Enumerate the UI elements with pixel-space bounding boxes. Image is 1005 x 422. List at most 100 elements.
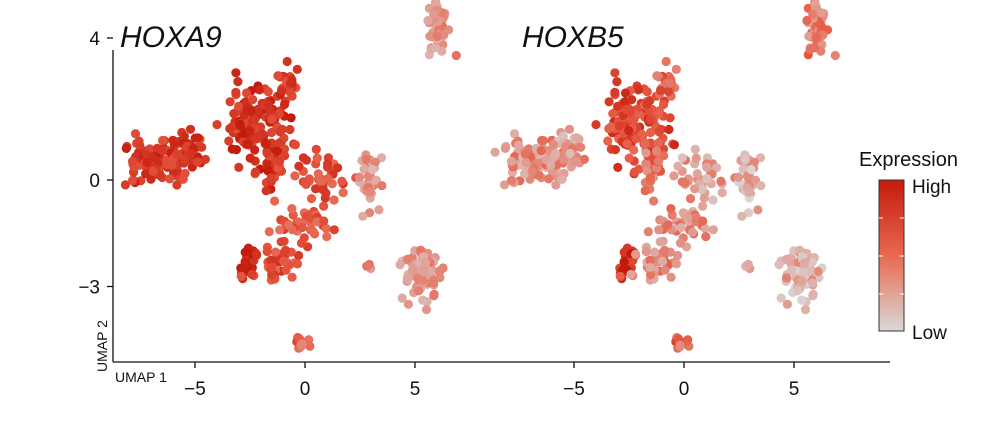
cell-point (591, 120, 601, 130)
cell-point (266, 262, 277, 272)
cell-point (743, 259, 753, 269)
cell-point (662, 220, 673, 230)
cell-point (612, 77, 622, 87)
cell-point (451, 50, 461, 61)
cell-point (536, 146, 546, 156)
cell-point (280, 151, 290, 161)
cell-point (250, 115, 260, 125)
cell-point (323, 174, 333, 184)
cell-point (141, 149, 151, 159)
cell-point (671, 64, 681, 74)
cell-point (830, 50, 840, 61)
cell-point (263, 87, 273, 97)
cell-point (270, 247, 281, 257)
cell-point (264, 227, 274, 237)
cell-point (737, 211, 747, 221)
cell-point (811, 32, 821, 42)
cell-point (641, 158, 651, 168)
cell-point (490, 147, 500, 157)
x-tick-label: 5 (410, 379, 421, 400)
cell-point (333, 163, 343, 173)
cell-point (169, 139, 179, 149)
cell-point (321, 223, 331, 234)
legend-title: Expression (859, 149, 958, 171)
cell-point (365, 187, 375, 197)
cell-point (301, 178, 311, 188)
cell-point (690, 144, 700, 154)
cell-point (666, 272, 676, 282)
cell-point (661, 56, 671, 67)
cell-point (245, 153, 255, 163)
cell-point (157, 146, 167, 156)
cell-point (421, 305, 432, 315)
cell-point (506, 156, 517, 166)
cell-point (127, 156, 138, 166)
cell-point (708, 195, 718, 205)
cell-point (359, 164, 369, 174)
cell-point (285, 124, 295, 135)
cell-point (652, 71, 662, 81)
cell-point (245, 126, 255, 136)
cell-point (546, 160, 556, 170)
cell-point (250, 145, 260, 155)
cell-point (615, 271, 625, 281)
cell-point (261, 186, 271, 196)
cell-point (428, 278, 439, 288)
cell-point (294, 250, 304, 261)
cell-point (657, 256, 668, 266)
panel-points-hoxa9 (120, 0, 461, 353)
cell-point (558, 131, 568, 141)
cell-point (631, 249, 641, 259)
cell-point (645, 173, 655, 183)
cell-point (179, 131, 189, 141)
cell-point (262, 148, 272, 158)
cell-point (231, 145, 241, 155)
cell-point (212, 120, 222, 130)
cell-point (645, 262, 656, 272)
cell-point (808, 9, 818, 19)
cell-point (292, 259, 303, 269)
cell-point (281, 265, 291, 275)
cell-point (564, 124, 575, 134)
cell-point (646, 270, 656, 280)
cell-point (364, 259, 374, 269)
cell-point (279, 99, 290, 110)
cell-point (197, 142, 207, 152)
cell-point (800, 258, 810, 268)
cell-point (277, 86, 287, 96)
cell-point (407, 265, 418, 275)
cell-point (338, 188, 348, 198)
cell-point (738, 164, 748, 174)
cell-point (319, 216, 329, 226)
cell-point (641, 148, 651, 158)
cell-point (798, 267, 808, 277)
cell-point (691, 153, 701, 163)
cell-point (423, 15, 433, 26)
cell-point (434, 266, 444, 276)
cell-point (312, 153, 322, 163)
cell-point (361, 154, 371, 165)
x-tick-label: −5 (563, 379, 585, 400)
cell-point (654, 225, 664, 235)
cell-point (640, 186, 650, 196)
cell-point (793, 286, 803, 296)
cell-point (311, 144, 321, 154)
cell-point (659, 245, 670, 255)
cell-point (500, 143, 510, 153)
cell-point (675, 340, 685, 350)
cell-point (613, 101, 623, 111)
cell-point (527, 166, 537, 176)
cell-point (165, 174, 175, 184)
cell-point (294, 161, 304, 171)
cell-point (702, 174, 712, 184)
cell-point (685, 194, 696, 204)
cell-point (610, 87, 620, 97)
cell-point (263, 99, 273, 109)
cell-point (287, 204, 297, 214)
cell-point (613, 162, 623, 172)
cell-point (236, 271, 246, 281)
cell-point (622, 139, 632, 149)
cell-point (604, 124, 614, 134)
cell-point (403, 254, 413, 264)
panel-points-hoxb5 (490, 0, 840, 353)
